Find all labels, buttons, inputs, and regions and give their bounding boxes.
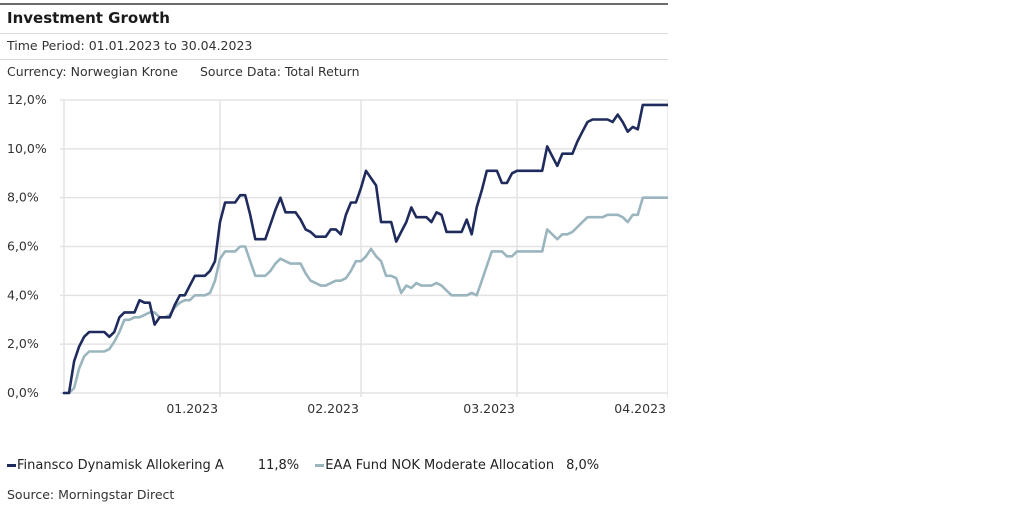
legend-label-series-2: EAA Fund NOK Moderate Allocation: [325, 458, 555, 473]
legend-swatch-series-1: [7, 464, 16, 467]
y-tick-label: 4,0%: [7, 287, 39, 302]
legend-swatch-series-2: [315, 464, 325, 467]
report-title: Investment Growth: [7, 9, 170, 27]
time-period: Time Period: 01.01.2023 to 30.04.2023: [7, 38, 253, 53]
currency: Currency: Norwegian Krone: [7, 64, 178, 79]
y-tick-label: 12,0%: [7, 92, 47, 107]
y-tick-label: 2,0%: [7, 336, 39, 351]
series-lines: [62, 103, 668, 395]
x-tick-label: 03.2023: [463, 401, 515, 416]
divider: [0, 33, 668, 34]
legend-item-series-1: Finansco Dynamisk Allokering A 11,8%: [7, 458, 299, 473]
legend-item-series-2: EAA Fund NOK Moderate Allocation 8,0%: [315, 458, 599, 473]
investment-growth-report: Investment Growth Time Period: 01.01.202…: [0, 3, 668, 502]
x-tick-label: 02.2023: [307, 401, 359, 416]
top-rule: [0, 3, 668, 5]
x-tick-label: 01.2023: [166, 401, 218, 416]
line-chart: 0,0% 2,0% 4,0% 6,0% 8,0% 10,0% 12,0% 01.2023 02…: [7, 92, 668, 416]
legend-value-series-1: 11,8%: [257, 458, 300, 473]
currency-source-row: Currency: Norwegian Krone Source Data: To…: [7, 64, 360, 79]
y-tick-label: 0,0%: [7, 385, 39, 400]
x-tick-label: 04.2023: [614, 401, 666, 416]
legend-label-series-1: Finansco Dynamisk Allokering A: [17, 458, 224, 473]
source-note: Source: Morningstar Direct: [7, 487, 175, 502]
source-data: Source Data: Total Return: [199, 64, 360, 79]
y-tick-label: 8,0%: [7, 190, 39, 205]
y-axis-ticks: 0,0% 2,0% 4,0% 6,0% 8,0% 10,0% 12,0%: [7, 92, 47, 400]
x-axis-ticks: 01.2023 02.2023 03.2023 04.2023: [166, 401, 666, 416]
divider: [0, 59, 668, 60]
legend: Finansco Dynamisk Allokering A 11,8% EAA…: [7, 456, 599, 473]
y-tick-label: 6,0%: [7, 239, 39, 254]
y-tick-label: 10,0%: [7, 141, 47, 156]
grid: [60, 99, 668, 397]
legend-value-series-2: 8,0%: [566, 458, 600, 473]
series-line-1: [62, 103, 668, 395]
